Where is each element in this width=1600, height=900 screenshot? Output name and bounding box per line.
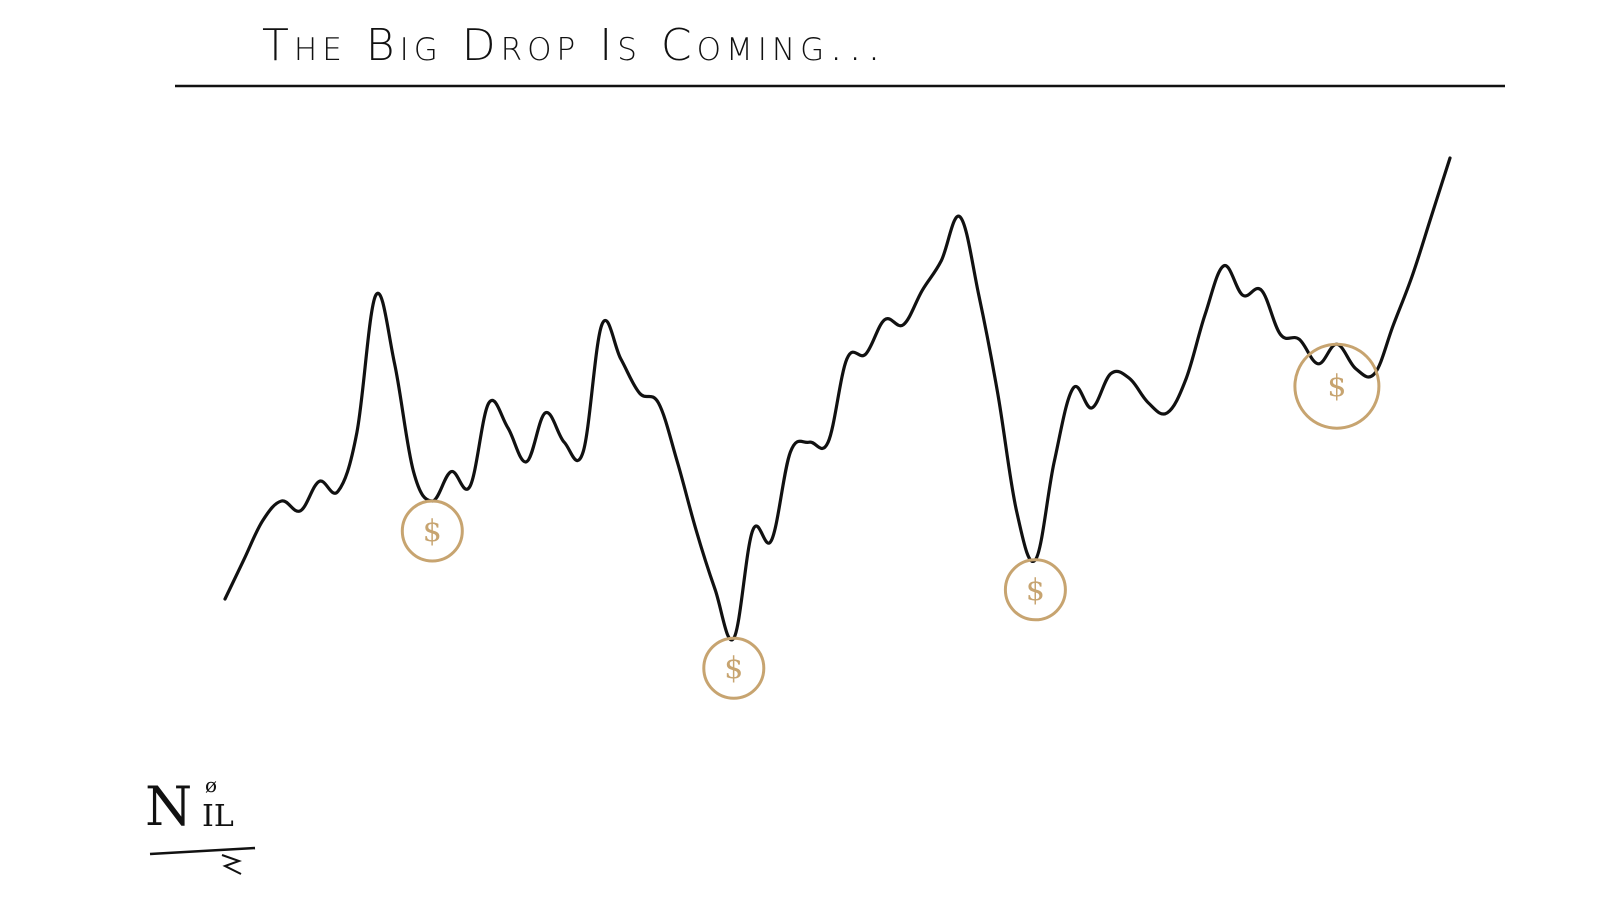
coin-circle: [702, 636, 766, 700]
signature-underline: [149, 846, 256, 856]
line-series: [223, 156, 1452, 642]
dollar-sign-label: $: [423, 514, 442, 549]
signature-letter-n: N: [145, 775, 192, 838]
dollar-sign-label: $: [1026, 573, 1045, 608]
dollar-coin-marker: $: [702, 636, 766, 700]
dollar-coin-marker: $: [1003, 558, 1067, 622]
artist-signature: N IL ø: [145, 773, 256, 875]
dollar-coin-marker: $: [400, 499, 464, 563]
signature-letters-il: IL: [202, 799, 234, 834]
coin-circle: [400, 499, 464, 563]
signature-flourish: [221, 854, 242, 875]
dollar-coin-marker: $: [1293, 342, 1381, 430]
price-line: [223, 156, 1452, 642]
signature-mark: ø: [205, 773, 217, 797]
coin-circle: [1003, 558, 1067, 622]
dollar-sign-label: $: [724, 651, 743, 686]
coin-markers: $ $ $ $: [400, 342, 1381, 700]
coin-circle: [1293, 342, 1381, 430]
chart-title: The Big Drop Is Coming...: [262, 20, 886, 71]
dollar-sign-label: $: [1327, 369, 1346, 404]
